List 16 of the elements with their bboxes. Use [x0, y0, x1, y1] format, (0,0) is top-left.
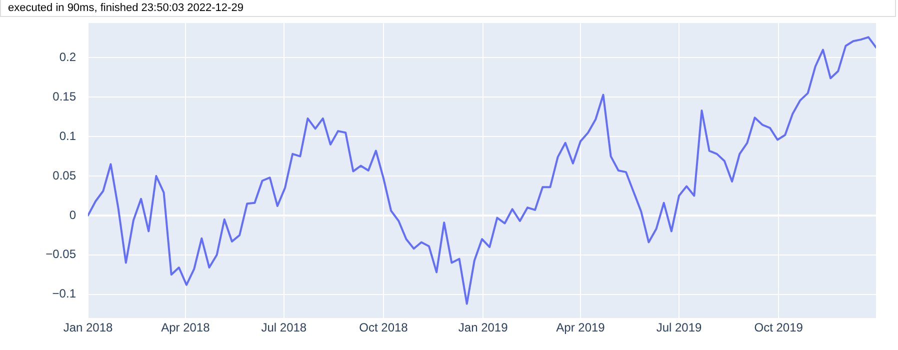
y-tick-label: 0.1 [59, 128, 76, 143]
y-tick-label: 0.15 [52, 89, 76, 104]
x-tick-label: Apr 2018 [161, 320, 210, 335]
y-tick-label: 0.2 [59, 50, 76, 64]
y-tick-label: 0.05 [52, 168, 76, 182]
x-tick-label: Oct 2018 [359, 320, 408, 335]
text: executed in 90ms, finished 23:50:03 2022-12-29 [0, 0, 896, 17]
x-tick-label: Jan 2018 [63, 320, 114, 335]
x-tick-label: Jul 2018 [261, 320, 307, 335]
x-tick-label: Apr 2019 [556, 320, 606, 335]
y-tick-label: −0.1 [52, 286, 76, 301]
x-tick-label: Jul 2019 [656, 320, 702, 335]
y-tick-label: −0.05 [46, 247, 76, 262]
y-tick-label: 0 [69, 208, 76, 222]
x-tick-label: Jan 2019 [458, 320, 508, 335]
x-tick-label: Oct 2019 [754, 320, 804, 335]
